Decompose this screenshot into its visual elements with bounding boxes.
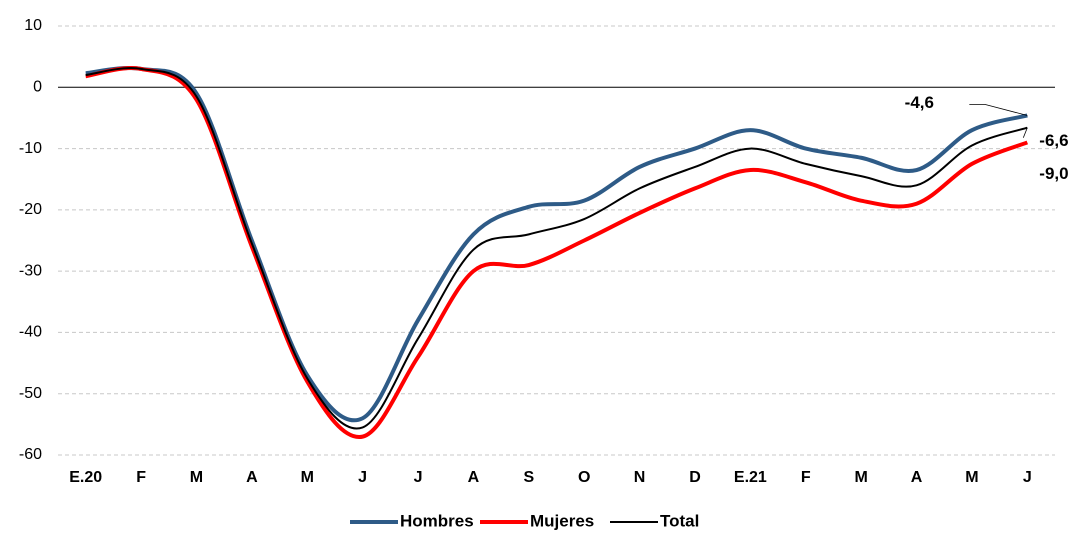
x-tick-label: O bbox=[578, 469, 590, 486]
legend-label: Mujeres bbox=[530, 511, 594, 530]
legend-label: Total bbox=[660, 511, 699, 530]
x-tick-label: J bbox=[358, 469, 367, 486]
line-series bbox=[85, 66, 1028, 423]
x-tick-label: M bbox=[965, 469, 978, 486]
x-tick-label: E.21 bbox=[734, 469, 767, 486]
value-label: -9,0 bbox=[1039, 164, 1068, 183]
x-tick-label: F bbox=[136, 469, 146, 486]
x-tick-label: M bbox=[190, 469, 203, 486]
y-tick-label: -30 bbox=[19, 262, 42, 279]
line-series bbox=[85, 66, 1029, 439]
legend-label: Hombres bbox=[400, 511, 474, 530]
y-tick-label: 10 bbox=[24, 17, 42, 34]
y-tick-label: -50 bbox=[19, 385, 42, 402]
x-tick-label: J bbox=[1023, 469, 1032, 486]
leader-line bbox=[1022, 127, 1028, 138]
x-tick-label: A bbox=[911, 469, 923, 486]
x-tick-label: J bbox=[414, 469, 423, 486]
y-tick-label: -10 bbox=[19, 140, 42, 157]
y-tick-label: 0 bbox=[33, 79, 42, 96]
leader-line bbox=[969, 104, 1028, 116]
x-tick-label: F bbox=[801, 469, 811, 486]
x-tick-label: A bbox=[246, 469, 258, 486]
line-series bbox=[85, 67, 1028, 430]
value-label: -6,6 bbox=[1039, 131, 1068, 150]
value-label: -4,6 bbox=[905, 93, 934, 112]
x-tick-label: E.20 bbox=[69, 469, 102, 486]
x-tick-label: M bbox=[854, 469, 867, 486]
y-tick-label: -40 bbox=[19, 324, 42, 341]
x-tick-label: D bbox=[689, 469, 701, 486]
x-tick-label: M bbox=[301, 469, 314, 486]
x-tick-label: S bbox=[523, 469, 534, 486]
y-tick-label: -20 bbox=[19, 201, 42, 218]
y-tick-label: -60 bbox=[19, 446, 42, 463]
x-tick-label: N bbox=[634, 469, 646, 486]
x-tick-label: A bbox=[468, 469, 480, 486]
